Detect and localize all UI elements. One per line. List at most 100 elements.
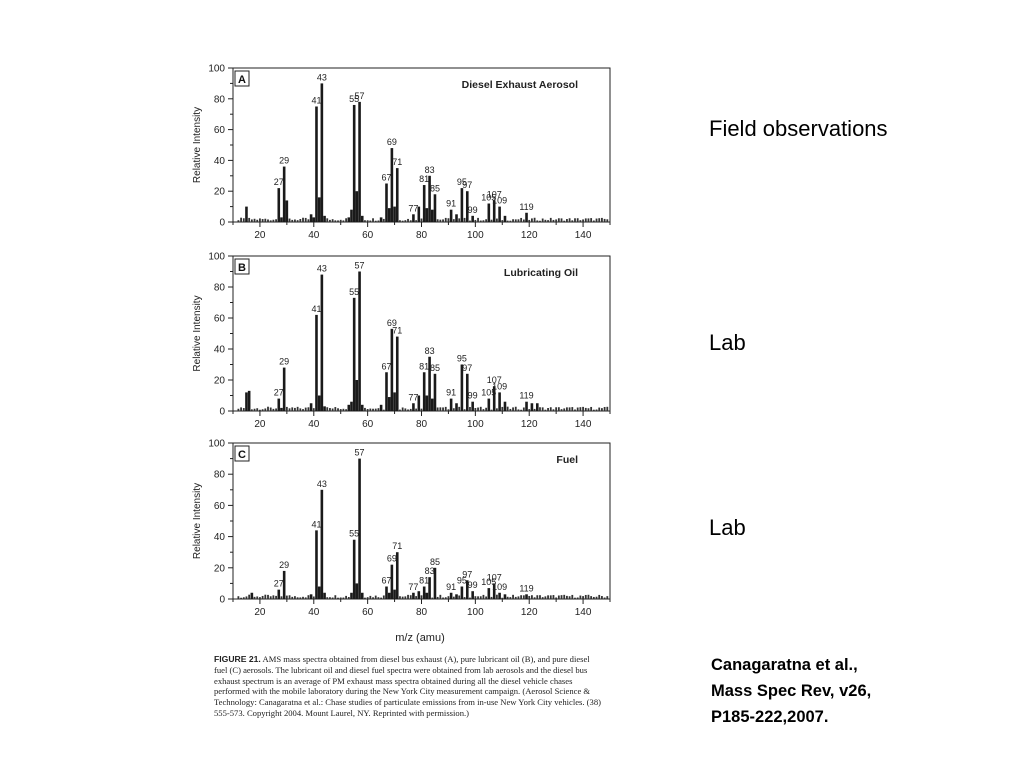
noise-bar	[369, 220, 372, 222]
noise-bar	[342, 220, 345, 222]
noise-bar	[291, 219, 294, 222]
noise-bar	[407, 218, 409, 222]
noise-bar	[590, 596, 593, 599]
noise-bar	[601, 217, 603, 222]
peak-bar-mz-27	[277, 188, 281, 222]
peak-bar-mz-42	[317, 395, 321, 411]
noise-bar	[587, 218, 590, 222]
noise-bar	[582, 406, 584, 411]
noise-bar	[520, 409, 523, 411]
y-tick-label: 60	[214, 125, 226, 136]
x-tick-label: 60	[362, 419, 374, 430]
noise-bar	[401, 220, 404, 222]
peak-bar-mz-105	[487, 203, 491, 222]
noise-bar	[506, 596, 509, 599]
noise-bar	[458, 595, 461, 599]
peak-label-mz-97: 97	[462, 363, 472, 373]
peak-label-mz-57: 57	[355, 91, 365, 101]
peak-bar-mz-105	[487, 398, 491, 411]
noise-bar	[557, 407, 560, 411]
caption-body: AMS mass spectra obtained from diesel bu…	[214, 654, 601, 718]
peak-bar-mz-17	[250, 592, 254, 599]
noise-bar	[568, 218, 571, 222]
noise-bar	[347, 596, 350, 599]
noise-bar	[304, 217, 307, 222]
noise-bar	[345, 595, 347, 599]
peak-label-mz-69: 69	[387, 318, 397, 328]
peak-label-mz-69: 69	[387, 554, 397, 564]
noise-bar	[377, 597, 380, 599]
peak-bar-mz-81	[422, 586, 426, 599]
noise-bar	[595, 218, 598, 222]
peak-bar-mz-77	[412, 214, 415, 222]
noise-bar	[253, 596, 256, 599]
peak-bar-mz-107	[492, 583, 496, 599]
noise-bar	[582, 219, 584, 222]
noise-bar	[329, 597, 331, 599]
noise-bar	[533, 597, 536, 599]
noise-bar	[603, 218, 606, 222]
noise-bar	[329, 408, 331, 411]
peak-label-mz-71: 71	[392, 541, 402, 551]
noise-bar	[579, 220, 582, 222]
noise-bar	[606, 406, 609, 411]
noise-bar	[253, 408, 256, 411]
noise-bar	[364, 407, 366, 411]
noise-bar	[275, 408, 277, 411]
noise-bar	[520, 595, 523, 599]
noise-bar	[509, 408, 512, 411]
peak-bar-mz-56	[355, 191, 359, 222]
peak-label-mz-99: 99	[468, 580, 478, 590]
peak-label-mz-67: 67	[381, 361, 391, 371]
peak-bar-mz-69	[390, 328, 394, 411]
peak-bar-mz-85	[433, 567, 437, 599]
noise-bar	[501, 597, 504, 599]
x-tick-label: 140	[575, 607, 592, 618]
noise-bar	[531, 218, 533, 222]
noise-bar	[474, 219, 477, 222]
citation-line: Canagaratna et al.,	[711, 656, 858, 674]
y-axis-title: Relative Intensity	[192, 107, 203, 183]
noise-bar	[442, 597, 444, 599]
noise-bar	[571, 220, 574, 222]
noise-bar	[592, 596, 595, 599]
noise-bar	[477, 596, 479, 599]
y-tick-label: 0	[219, 218, 225, 229]
figure-caption: FIGURE 21. AMS mass spectra obtained fro…	[214, 654, 602, 719]
noise-bar	[415, 596, 418, 599]
noise-bar	[436, 407, 439, 411]
y-tick-label: 40	[214, 532, 226, 543]
noise-bar	[272, 219, 275, 222]
peak-bar-mz-41	[315, 314, 318, 411]
noise-bar	[339, 597, 342, 599]
side-label-field-observations: Field observations	[709, 116, 888, 141]
noise-bar	[369, 595, 372, 599]
noise-bar	[267, 219, 269, 222]
noise-bar	[439, 594, 442, 599]
peak-bar-mz-93	[455, 403, 458, 411]
noise-bar	[444, 597, 447, 599]
peak-label-mz-57: 57	[355, 448, 365, 458]
noise-bar	[528, 219, 531, 222]
noise-bar	[496, 594, 498, 599]
y-tick-label: 20	[214, 376, 226, 387]
peak-bar-mz-85	[433, 194, 437, 222]
peak-bar-mz-71	[395, 336, 399, 411]
noise-bar	[452, 596, 455, 599]
noise-bar	[552, 219, 555, 222]
noise-bar	[584, 407, 587, 411]
peak-bar-mz-43	[320, 83, 324, 223]
peak-label-mz-55: 55	[349, 529, 359, 539]
peak-label-mz-91: 91	[446, 388, 456, 398]
noise-bar	[307, 407, 310, 411]
noise-bar	[288, 218, 291, 222]
peak-bar-mz-82	[425, 395, 429, 411]
panel-title: Lubricating Oil	[504, 267, 578, 279]
noise-bar	[261, 409, 264, 411]
peak-bar-mz-99	[471, 591, 474, 599]
peak-bar-mz-57	[358, 271, 361, 411]
noise-bar	[522, 407, 525, 411]
peak-bar-mz-57	[358, 458, 361, 599]
noise-bar	[299, 218, 302, 222]
peak-bar-mz-39	[309, 594, 313, 599]
